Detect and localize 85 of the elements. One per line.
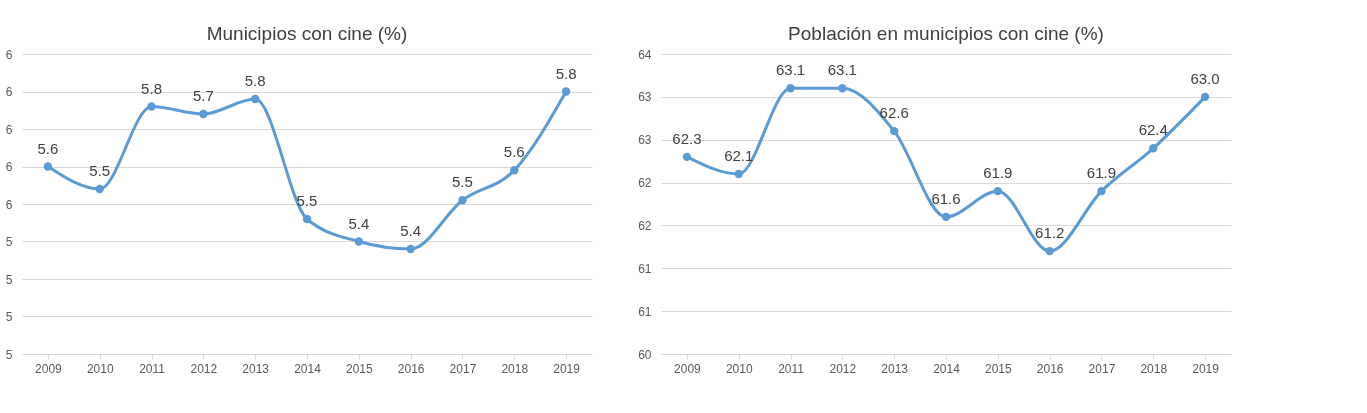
y-tick-label: 6 [5, 122, 13, 137]
x-tick-label: 2015 [345, 361, 373, 376]
point [406, 244, 415, 254]
data-label: 62.1 [724, 147, 754, 164]
point [1149, 144, 1158, 153]
point [95, 184, 104, 194]
x-tick-label: 2019 [553, 361, 581, 376]
point [786, 84, 795, 93]
point [147, 102, 156, 111]
data-label: 63.1 [775, 61, 806, 79]
data-label: 5.4 [348, 214, 370, 232]
data-label: 63.1 [827, 61, 857, 79]
x-tick-label: 2016 [1036, 361, 1064, 376]
x-tick-label: 2017 [449, 361, 477, 376]
data-label: 5.5 [452, 173, 473, 191]
y-tick-label: 61 [638, 304, 652, 319]
x-tick-label: 2014 [933, 361, 961, 376]
x-tick-label: 2010 [86, 361, 114, 376]
y-tick-label: 61 [638, 261, 652, 276]
data-label: 62.6 [879, 104, 909, 122]
data-label: 5.5 [89, 162, 111, 179]
data-label: 5.6 [37, 139, 59, 157]
data-label: 5.5 [296, 192, 318, 209]
x-tick-label: 2013 [881, 361, 909, 376]
point [510, 166, 519, 175]
x-tick-label: 2019 [1192, 361, 1220, 376]
data-label: 5.8 [555, 64, 577, 82]
point [561, 87, 571, 96]
point [302, 214, 312, 224]
y-tick-label: 6 [5, 197, 13, 212]
x-tick-label: 2011 [139, 361, 166, 376]
x-tick-label: 2013 [242, 361, 270, 376]
data-label: 62.3 [672, 129, 702, 147]
x-tick-label: 2012 [190, 361, 218, 376]
data-label: 61.6 [931, 189, 961, 207]
data-label: 5.8 [244, 72, 266, 89]
point [251, 94, 260, 104]
y-tick-label: 64 [638, 47, 652, 62]
x-tick-label: 2009 [35, 361, 63, 376]
point [993, 186, 1002, 196]
x-tick-label: 2010 [725, 361, 753, 376]
x-tick-label: 2016 [397, 361, 425, 376]
x-tick-label: 2014 [294, 361, 322, 376]
point [734, 169, 743, 179]
y-tick-label: 6 [5, 47, 13, 62]
x-tick-label: 2012 [829, 361, 857, 376]
x-tick-label: 2009 [674, 361, 702, 376]
data-label: 63.0 [1190, 69, 1220, 87]
y-tick-label: 6 [5, 160, 13, 174]
data-label: 61.9 [983, 164, 1013, 182]
y-tick-label: 62 [638, 218, 652, 233]
chart-title: Municipios con cine (%) [206, 23, 408, 44]
point [1097, 186, 1106, 196]
data-label: 62.4 [1138, 121, 1168, 139]
point [458, 196, 467, 205]
data-label: 5.7 [192, 87, 214, 104]
data-label: 61.2 [1035, 224, 1065, 242]
point [43, 162, 53, 171]
point [1200, 92, 1210, 102]
chart-title: Población en municipios con cine (%) [788, 23, 1104, 44]
point [1045, 246, 1054, 256]
x-tick-label: 2011 [778, 361, 805, 376]
x-tick-label: 2018 [501, 361, 529, 376]
data-label: 5.4 [400, 222, 422, 239]
point [682, 152, 692, 162]
point [890, 126, 899, 136]
data-label: 61.9 [1086, 164, 1117, 182]
data-label: 5.8 [141, 79, 162, 97]
point [354, 237, 363, 246]
y-tick-label: 5 [5, 235, 13, 249]
y-tick-label: 5 [5, 272, 13, 287]
y-tick-label: 62 [638, 176, 652, 191]
y-tick-label: 6 [5, 85, 13, 99]
y-tick-label: 63 [638, 90, 652, 105]
x-tick-label: 2017 [1088, 361, 1116, 376]
x-tick-label: 2015 [984, 361, 1012, 376]
y-tick-label: 63 [638, 133, 652, 148]
point [838, 84, 847, 93]
point [941, 212, 951, 222]
y-tick-label: 60 [638, 347, 652, 362]
y-tick-label: 5 [5, 347, 13, 362]
point [199, 109, 208, 119]
y-tick-label: 5 [5, 310, 13, 324]
x-tick-label: 2018 [1140, 361, 1168, 376]
data-label: 5.6 [503, 143, 525, 161]
